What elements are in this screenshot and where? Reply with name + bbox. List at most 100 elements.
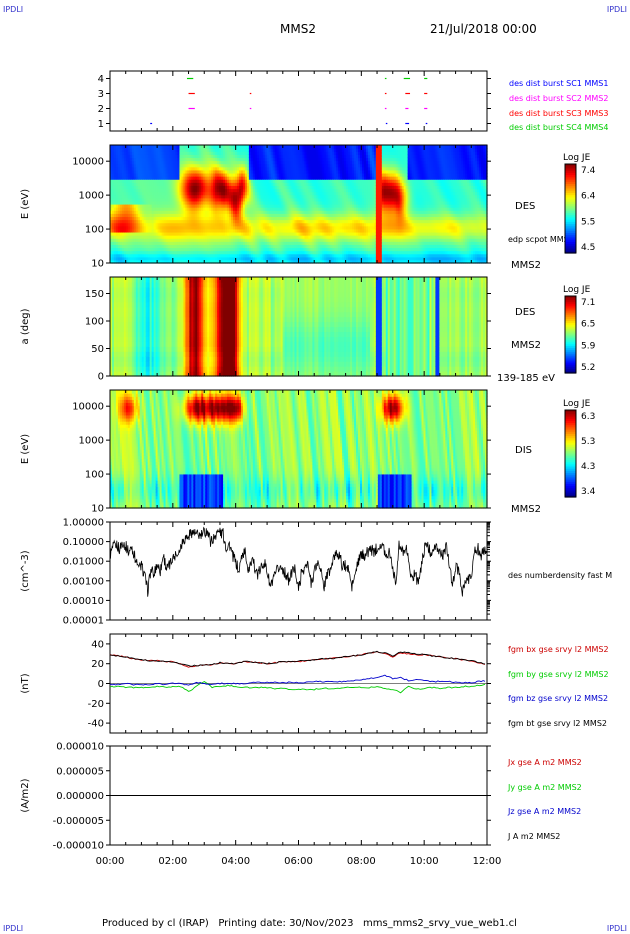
des-energy-colorbar-bin xyxy=(565,208,576,212)
des-energy-colorbar-bin xyxy=(565,181,576,185)
des-pitch-colorbar-bin xyxy=(565,347,576,351)
des-energy-spectrogram-pixels xyxy=(110,145,488,264)
corner-label-bottom-right: IPDLI xyxy=(606,924,627,933)
density-tick-label: 0.00100 xyxy=(63,576,104,587)
des-pitch-colorbar-bin xyxy=(565,361,576,364)
dis-energy-colorbar-bin xyxy=(565,420,576,424)
des-pitch-tick-label: 0 xyxy=(98,372,104,383)
des-pitch-colorbar-tick-label: 6.5 xyxy=(581,320,595,330)
dis-energy-colorbar-bin xyxy=(565,483,576,487)
time-tick-label: 06:00 xyxy=(284,856,313,867)
current-tick-label: -0.000005 xyxy=(53,816,104,827)
des-energy-colorbar-frame xyxy=(564,163,577,254)
current-tick-label: 0.000005 xyxy=(56,766,104,777)
des-energy-tick-label: 1000 xyxy=(79,191,104,202)
des-energy-colorbar-tick-label: 7.4 xyxy=(581,166,596,176)
des-energy-colorbar-bin xyxy=(565,235,576,239)
des-energy-colorbar-bin xyxy=(565,246,576,250)
des-energy-colorbar-bin xyxy=(565,188,576,192)
dis-energy-colorbar-bin xyxy=(565,477,576,481)
dis-energy-colorbar-bin xyxy=(565,429,576,433)
dis-energy-colorbar-bin xyxy=(565,473,576,476)
density-legend: des numberdensity fast M xyxy=(508,571,612,580)
density-series-line xyxy=(109,526,487,597)
des-energy-colorbar-bin xyxy=(565,237,576,241)
des-pitch-tick-label: 100 xyxy=(85,317,104,328)
dis-energy-tick-label: 1000 xyxy=(79,436,104,447)
des-energy-colorbar-bin xyxy=(565,241,576,245)
des-energy-colorbar-bin xyxy=(565,179,576,183)
des-pitch-colorbar-tick-label: 5.9 xyxy=(581,341,596,351)
des-pitch-colorbar-bin xyxy=(565,355,576,359)
des-energy-colorbar-bin xyxy=(565,195,576,198)
dis-energy-colorbar-tick-label: 6.3 xyxy=(581,412,595,422)
des-pitch-colorbar-bin xyxy=(565,317,576,320)
burst-legend-3: des dist burst SC3 MMS3 xyxy=(509,109,608,118)
des-pitch-colorbar-bin xyxy=(565,322,576,326)
time-tick-label: 02:00 xyxy=(158,856,187,867)
density-tick-label: 1.00000 xyxy=(63,518,104,529)
density-tick-label: 0.01000 xyxy=(63,557,104,568)
current-ylabel: (A/m2) xyxy=(20,778,31,812)
des-pitch-colorbar-tick-label: 5.2 xyxy=(581,363,595,373)
burst-y-tick-label: 2 xyxy=(98,104,104,115)
burst-legend-4: des dist burst SC4 MMS4 xyxy=(509,123,608,132)
des-energy-colorbar-bin xyxy=(565,230,576,234)
des-pitch-colorbar-frame xyxy=(564,295,577,374)
dis-energy-colorbar-tick-label: 3.4 xyxy=(581,487,596,497)
bfield-tick-label: 0 xyxy=(98,679,104,690)
dis-energy-colorbar-bin xyxy=(565,464,576,468)
des-pitch-colorbar-bin xyxy=(565,307,576,311)
des-energy-colorbar-bin xyxy=(565,164,576,167)
burst-y-tick-label: 1 xyxy=(98,119,104,130)
des-energy-colorbar-bin xyxy=(565,210,576,214)
burst-legend-1: des dist burst SC1 MMS1 xyxy=(509,79,608,88)
time-tick-label: 08:00 xyxy=(347,856,376,867)
density-tick-label: 0.00001 xyxy=(63,616,104,627)
dis-energy-colorbar-frame xyxy=(564,409,577,498)
bfield-line-3 xyxy=(109,674,486,686)
des-energy-colorbar-bin xyxy=(565,166,576,170)
dis-energy-colorbar-tick-label: 4.3 xyxy=(581,462,595,472)
des-pitch-colorbar-bin xyxy=(565,353,576,357)
des-energy-colorbar-title: Log JE xyxy=(563,153,591,163)
dis-energy-colorbar-bin xyxy=(565,457,576,461)
dis-energy-colorbar-tick-label: 5.3 xyxy=(581,437,595,447)
dis-energy-spectrogram-pixels xyxy=(110,390,488,509)
des-pitch-colorbar-bin xyxy=(565,334,576,338)
dis-energy-mms-label: MMS2 xyxy=(511,504,541,515)
date-title: 21/Jul/2018 00:00 xyxy=(430,22,537,36)
des-energy-colorbar-bin xyxy=(565,197,576,201)
dis-energy-colorbar-bin xyxy=(565,462,576,465)
bfield-tick-label: -40 xyxy=(88,719,104,730)
des-energy-colorbar-bin xyxy=(565,232,576,236)
bfield-legend-1: fgm bx gse srvy l2 MMS2 xyxy=(508,645,609,654)
dis-energy-colorbar-bin xyxy=(565,470,576,474)
des-energy-colorbar-bin xyxy=(565,168,576,172)
des-energy-colorbar-tick-label: 5.5 xyxy=(581,217,595,227)
dis-energy-colorbar-bin xyxy=(565,446,576,450)
current-legend-3: Jz gse A m2 MMS2 xyxy=(507,807,581,816)
des-pitch-ylabel: a (deg) xyxy=(20,308,31,344)
des-pitch-colorbar-bin xyxy=(565,363,576,366)
des-energy-colorbar-bin xyxy=(565,177,576,181)
current-tick-label: 0.000010 xyxy=(56,742,104,753)
des-pitch-colorbar-bin xyxy=(565,365,576,368)
dis-energy-colorbar-bin xyxy=(565,481,576,485)
bfield-legend-4: fgm bt gse srvy l2 MMS2 xyxy=(508,719,607,728)
burst-legend-2: des dist burst SC2 MMS2 xyxy=(509,94,608,103)
dis-energy-colorbar-bin xyxy=(565,431,576,435)
des-pitch-colorbar-bin xyxy=(565,359,576,363)
dis-energy-colorbar-bin xyxy=(565,451,576,455)
des-pitch-colorbar-bin xyxy=(565,311,576,314)
des-pitch-colorbar-bin xyxy=(565,315,576,318)
bfield-line-2 xyxy=(109,680,486,694)
dis-energy-colorbar-bin xyxy=(565,427,576,431)
des-pitch-colorbar-bin xyxy=(565,332,576,336)
density-tick-label: 0.00010 xyxy=(63,596,104,607)
bfield-tick-label: 40 xyxy=(91,639,104,650)
des-energy-colorbar-bin xyxy=(565,170,576,174)
des-pitch-colorbar-bin xyxy=(565,297,576,301)
dis-energy-colorbar-bin xyxy=(565,479,576,483)
dis-energy-label: DIS xyxy=(515,445,532,456)
